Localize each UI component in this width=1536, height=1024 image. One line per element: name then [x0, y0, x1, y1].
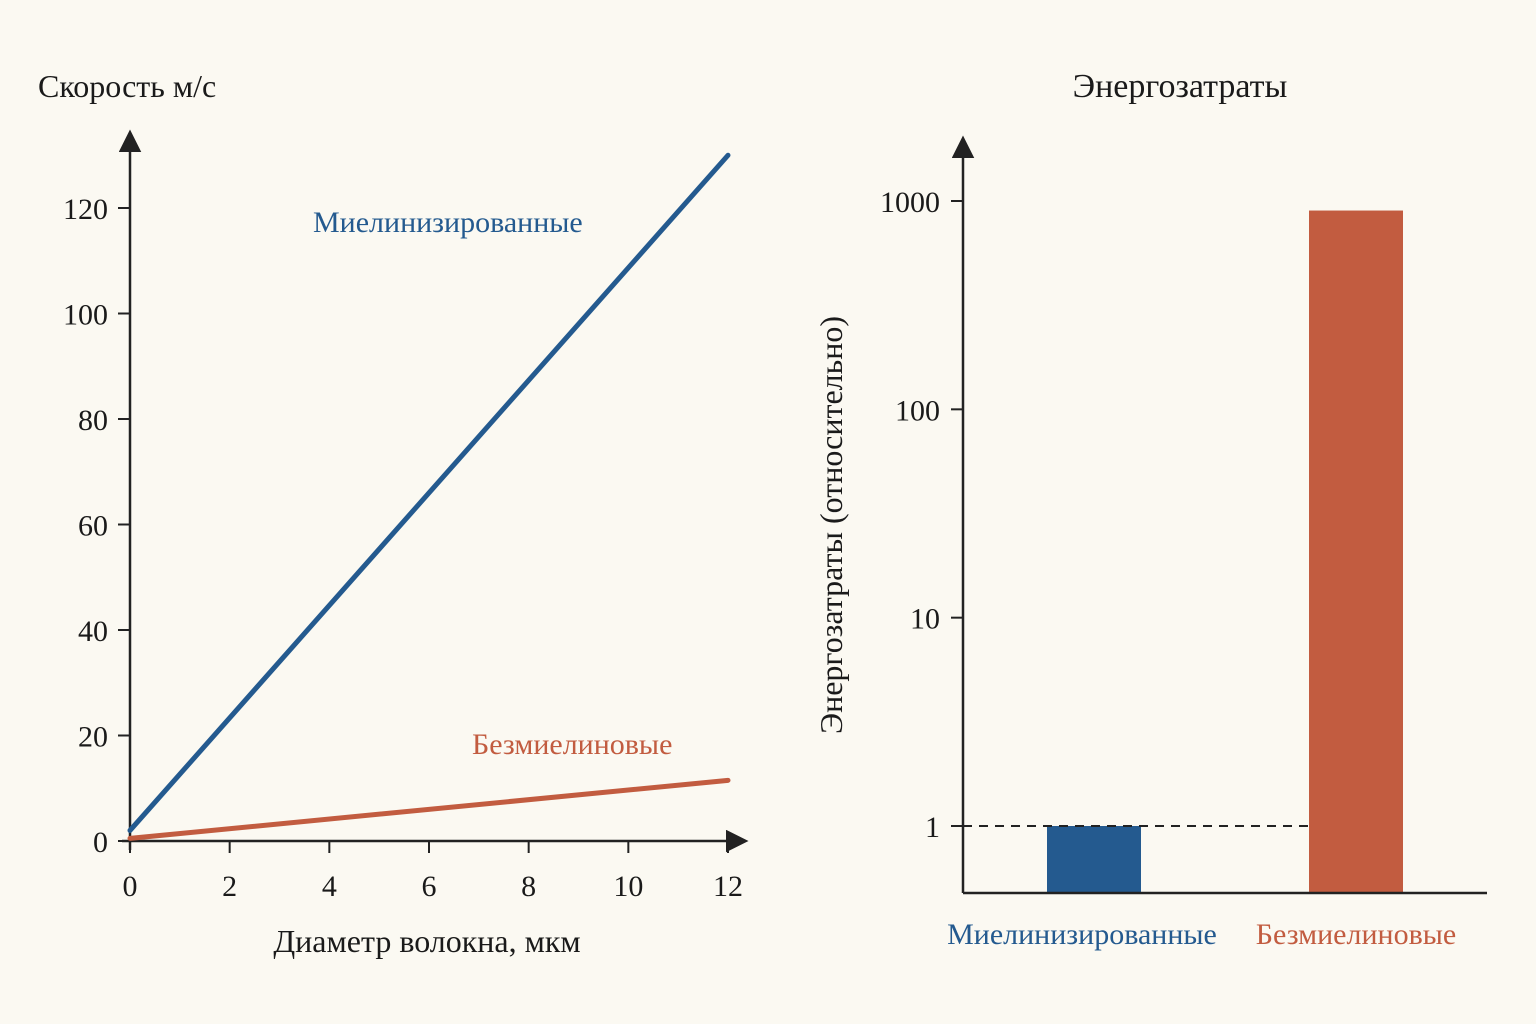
line-unmyelinated	[127, 777, 731, 841]
speed-x-tick-label: 0	[123, 870, 138, 903]
speed-y-tick-label: 40	[78, 615, 108, 648]
energy-y-axis-label: Энергозатраты (относительно)	[813, 316, 849, 734]
series-label-unmyelinated: Безмиелиновые	[472, 728, 672, 761]
energy-y-tick-label: 10	[910, 603, 940, 636]
energy-y-tick-label: 1	[925, 811, 940, 844]
bar-unmyelinated	[1309, 210, 1403, 893]
speed-y-tick-label: 60	[78, 510, 108, 543]
energy-chart: Энергозатраты Энергозатраты (относительн…	[813, 68, 1487, 951]
speed-y-ticks: 0 20 40 60 80 100 120	[63, 193, 130, 859]
energy-category-labels: Миелинизированные Безмиелиновые	[947, 918, 1456, 951]
speed-series-lines	[127, 152, 731, 841]
speed-x-tick-label: 12	[713, 870, 743, 903]
line-myelinated	[127, 152, 731, 833]
speed-y-tick-label: 20	[78, 721, 108, 754]
energy-bars	[1047, 210, 1403, 893]
speed-x-tick-label: 6	[422, 870, 437, 903]
energy-y-tick-label: 100	[895, 394, 940, 427]
speed-y-tick-label: 0	[93, 826, 108, 859]
speed-y-tick-label: 120	[63, 193, 108, 226]
category-label-myelinated: Миелинизированные	[947, 918, 1217, 951]
speed-x-axis-label: Диаметр волокна, мкм	[273, 923, 580, 959]
energy-chart-title: Энергозатраты	[1073, 68, 1288, 105]
speed-x-tick-label: 4	[322, 870, 337, 903]
bar-myelinated	[1047, 826, 1141, 893]
category-label-unmyelinated: Безмиелиновые	[1256, 918, 1456, 951]
energy-y-tick-label: 1000	[880, 186, 940, 219]
speed-x-tick-label: 2	[222, 870, 237, 903]
speed-x-tick-label: 10	[613, 870, 643, 903]
series-label-myelinated: Миелинизированные	[313, 206, 583, 239]
speed-y-tick-label: 80	[78, 404, 108, 437]
speed-y-axis-label: Скорость м/с	[38, 68, 216, 104]
speed-chart: Скорость м/с 0 20 40 60 80 100 120 0 2 4 6 8 10 12 М…	[38, 68, 749, 959]
speed-x-ticks: 0 2 4 6 8 10 12	[123, 841, 743, 903]
energy-y-ticks: 1 10 100 1000	[880, 186, 963, 844]
speed-x-tick-label: 8	[521, 870, 536, 903]
speed-y-tick-label: 100	[63, 299, 108, 332]
